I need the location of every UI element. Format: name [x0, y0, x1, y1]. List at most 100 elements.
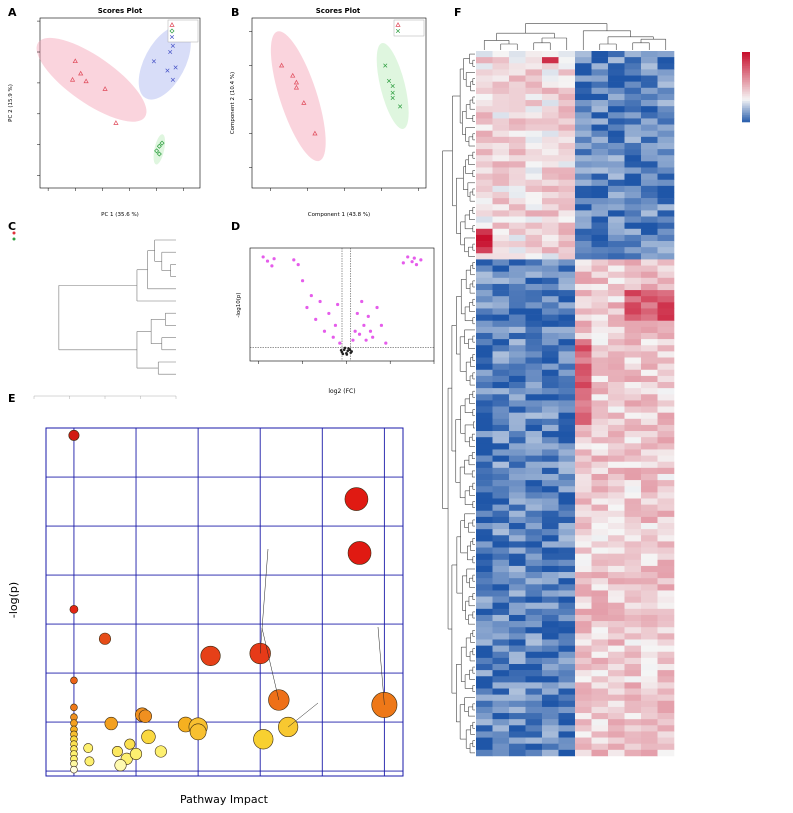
panel-f-heatmap-cell — [509, 682, 526, 689]
panel-f-heatmap-cell — [509, 253, 526, 260]
panel-f-heatmap-cell — [575, 621, 592, 628]
panel-f-heatmap-cell — [525, 602, 543, 610]
panel-f-heatmap-cell — [591, 547, 609, 554]
panel-f-heatmap-cell — [624, 332, 642, 340]
panel-f-heatmap-cell — [624, 106, 642, 113]
panel-f-heatmap-cell — [641, 357, 658, 364]
panel-f-heatmap-cell — [542, 431, 559, 438]
panel-f-heatmap-cell — [492, 584, 510, 591]
panel-f-heatmap-cell — [509, 339, 526, 346]
panel-f-heatmap-cell — [624, 504, 642, 512]
panel-f-heatmap-cell — [575, 100, 592, 107]
panel-f-heatmap-cell — [476, 418, 493, 426]
panel-f-heatmap-cell — [657, 216, 675, 223]
panel-f-heatmap-cell — [575, 602, 592, 610]
panel-f-heatmap-cell — [657, 492, 675, 499]
panel-f-colorscale-segment — [742, 53, 750, 56]
panel-f-heatmap-cell — [591, 443, 609, 450]
panel-f-heatmap-cell — [575, 142, 592, 150]
panel-f-heatmap-cell — [492, 645, 510, 653]
panel-f-heatmap-cell — [591, 565, 609, 573]
panel-f-heatmap-cell — [476, 449, 493, 456]
panel-f-heatmap-cell — [641, 523, 658, 530]
panel-d-point-sig — [314, 317, 318, 321]
panel-f-heatmap-cell — [525, 228, 543, 236]
panel-f-heatmap-cell — [641, 81, 658, 89]
panel-f-heatmap-cell — [476, 100, 493, 107]
panel-f-heatmap-cell — [591, 51, 609, 58]
panel-f-heatmap-cell — [558, 191, 576, 199]
panel-letter-b: B — [231, 6, 239, 19]
panel-d-point-sig — [401, 261, 405, 265]
panel-f-heatmap-cell — [476, 639, 493, 646]
panel-f-heatmap-cell — [525, 271, 543, 279]
panel-f-heatmap-cell — [608, 118, 625, 125]
panel-f-heatmap-cell — [608, 339, 625, 346]
panel-f-heatmap-cell — [624, 523, 642, 530]
panel-f-heatmap-cell — [525, 296, 543, 303]
panel-f-heatmap-cell — [591, 191, 609, 199]
panel-f-heatmap-cell — [575, 608, 592, 616]
panel-f-heatmap-cell — [558, 486, 576, 493]
panel-f-heatmap-cell — [509, 363, 526, 371]
panel-f-heatmap-cell — [657, 308, 675, 315]
panel-f-heatmap-cell — [558, 87, 576, 95]
panel-f-heatmap-cell — [476, 443, 493, 450]
panel-f-heatmap-cell — [575, 590, 592, 597]
panel-f-heatmap-cell — [575, 179, 592, 187]
panel-f-heatmap-cell — [542, 51, 559, 58]
panel-f-heatmap-cell — [575, 51, 592, 58]
panel-f-heatmap-cell — [492, 290, 510, 297]
panel-f-heatmap-cell — [624, 173, 642, 181]
panel-d-point-nonsig — [339, 348, 343, 352]
panel-f-heatmap-cell — [657, 259, 675, 266]
panel-b-point — [390, 90, 395, 95]
panel-f-heatmap-cell — [641, 210, 658, 217]
panel-a-point — [168, 49, 173, 55]
panel-f-heatmap-cell — [558, 749, 576, 757]
panel-f-heatmap-cell — [657, 431, 675, 438]
panel-f-heatmap-cell — [525, 467, 543, 475]
panel-f-heatmap-cell — [641, 437, 658, 444]
panel-f-heatmap-cell — [641, 553, 658, 561]
panel-f-heatmap-cell — [641, 418, 658, 426]
panel-f-heatmap-cell — [542, 749, 559, 757]
panel-f-heatmap-cell — [624, 136, 642, 144]
panel-f-heatmap-cell — [492, 431, 510, 438]
panel-e-pathway-bubble — [98, 632, 112, 645]
panel-f-heatmap-cell — [591, 290, 609, 297]
panel-f-heatmap-cell — [608, 51, 625, 58]
panel-f-heatmap-cell — [542, 210, 559, 217]
panel-f-heatmap-cell — [558, 694, 576, 702]
panel-f-heatmap-cell — [641, 565, 658, 573]
panel-f-heatmap-cell — [542, 473, 559, 481]
panel-f-heatmap-cell — [657, 345, 675, 352]
panel-f-heatmap-cell — [558, 737, 576, 744]
panel-f-heatmap-cell — [525, 700, 543, 708]
panel-f-heatmap-cell — [525, 51, 543, 58]
panel-f-heatmap-cell — [525, 326, 543, 334]
panel-f-heatmap-cell — [657, 443, 675, 450]
panel-f-heatmap-cell — [558, 339, 576, 346]
panel-f-heatmap-cell — [525, 443, 543, 450]
panel-f-heatmap-cell — [657, 290, 675, 297]
panel-f-heatmap-cell — [476, 222, 493, 230]
panel-f-heatmap-cell — [591, 118, 609, 125]
panel-f-heatmap-cell — [558, 283, 576, 291]
panel-f-heatmap-cell — [509, 473, 526, 481]
panel-f-heatmap-cell — [575, 216, 592, 223]
panel-f-heatmap-cell — [558, 504, 576, 512]
panel-f-heatmap-cell — [608, 271, 625, 279]
panel-f-heatmap-cell — [542, 363, 559, 371]
panel-f-heatmap-cell — [509, 713, 526, 720]
panel-f-heatmap-cell — [591, 161, 609, 168]
panel-b-point — [279, 62, 285, 68]
panel-f-colorscale-segment — [742, 104, 750, 107]
panel-f-heatmap-cell — [591, 265, 609, 272]
panel-f-heatmap-cell — [657, 363, 675, 371]
panel-f-heatmap-cell — [641, 602, 658, 610]
panel-f-heatmap-cell — [641, 443, 658, 450]
panel-f-heatmap-cell — [624, 492, 642, 499]
panel-f-heatmap-cell — [624, 149, 642, 156]
panel-f-colorscale-segment — [742, 66, 750, 69]
